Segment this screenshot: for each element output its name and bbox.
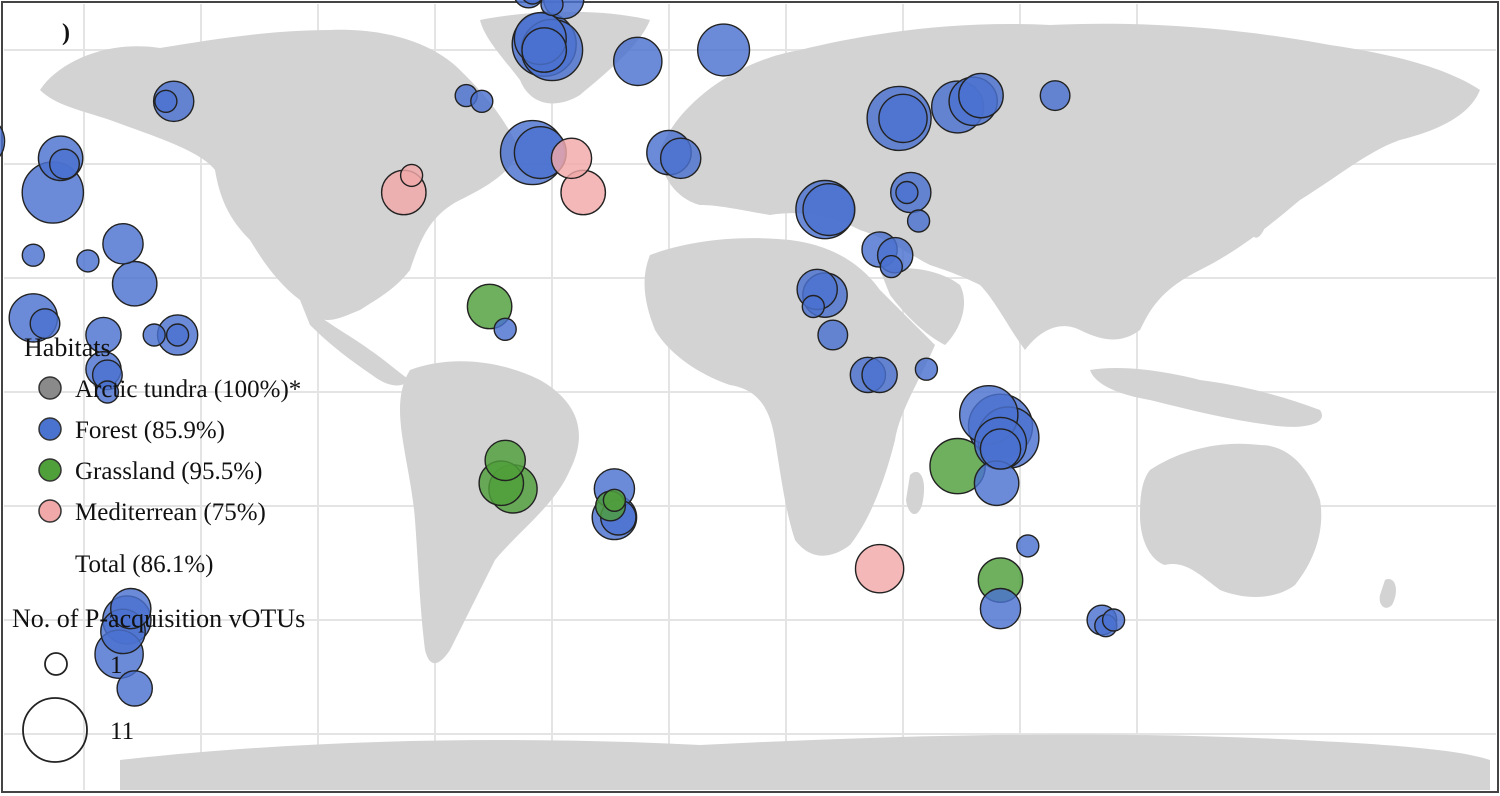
land-japan: [1250, 189, 1269, 238]
site-point-forest: [110, 587, 152, 630]
site-point-grassland: [484, 439, 527, 482]
legend-swatch-mediterrean: [38, 499, 62, 523]
site-point-forest: [1016, 534, 1040, 558]
site-point-forest: [613, 36, 663, 87]
site-point-mediterrean: [550, 137, 593, 180]
site-point-forest: [801, 294, 825, 319]
land-se-asia-islands: [1090, 368, 1322, 427]
legend-item-arctic-tundra: Arctic tundra (100%)*: [38, 376, 301, 403]
land-antarctica: [120, 734, 1490, 790]
legend-swatch-forest: [38, 417, 62, 441]
site-point-forest: [76, 249, 100, 273]
site-point-forest: [1039, 80, 1071, 112]
site-point-forest: [906, 209, 931, 233]
legend-item-grassland: Grassland (95.5%): [38, 458, 262, 485]
legend-size-label-1: 1: [110, 652, 123, 679]
site-point-forest: [493, 317, 517, 341]
site-points: [0, 0, 1126, 707]
site-point-forest: [102, 222, 144, 265]
legend-label-arctic-tundra: Arctic tundra (100%)*: [75, 376, 301, 403]
land-central-america: [300, 300, 410, 386]
site-point-grassland: [602, 488, 627, 512]
site-point-forest: [895, 180, 919, 205]
site-point-forest: [696, 23, 751, 77]
legend-label-grassland: Grassland (95.5%): [75, 458, 262, 485]
site-point-forest: [979, 428, 1022, 470]
legend-item-mediterrean: Mediterrean (75%): [38, 499, 266, 526]
site-point-forest: [914, 357, 939, 381]
site-point-forest: [879, 254, 903, 279]
site-point-forest: [958, 72, 1004, 119]
legend-habitats-title: Habitats: [24, 333, 111, 362]
site-point-forest: [470, 89, 494, 114]
site-point-forest: [95, 380, 120, 404]
site-point-forest: [540, 0, 564, 17]
site-point-forest: [523, 0, 542, 5]
legend-size-circle-1: [44, 652, 68, 676]
land-africa: [644, 238, 935, 556]
site-point-forest: [154, 89, 178, 114]
legend-size-label-11: 11: [110, 718, 134, 745]
site-point-forest: [521, 27, 568, 73]
site-point-forest: [1101, 608, 1126, 632]
site-point-grassland: [466, 283, 513, 330]
legend-swatch-arctic-tundra: [38, 376, 62, 400]
site-point-forest: [861, 356, 898, 394]
site-point-forest: [165, 323, 190, 347]
site-point-forest: [0, 125, 6, 158]
site-point-forest: [878, 93, 928, 144]
land-south-america: [400, 361, 579, 664]
land-madagascar: [906, 471, 925, 515]
land-australia: [1140, 443, 1322, 597]
site-point-forest: [659, 137, 702, 180]
land-uk: [733, 139, 750, 170]
legend-size-title: No. of P-acquisition vOTUs: [12, 604, 305, 633]
land-eurasia: [660, 23, 1480, 351]
site-point-mediterrean: [854, 543, 905, 594]
site-point-forest: [142, 323, 166, 347]
land-arabia: [880, 268, 965, 345]
legend-total-label: Total (86.1%): [75, 551, 214, 578]
legend-size-circle-11: [22, 697, 88, 763]
site-point-forest: [21, 243, 45, 267]
site-point-forest: [817, 319, 849, 351]
legend-label-mediterrean: Mediterrean (75%): [75, 499, 266, 526]
legend-swatch-grassland: [38, 458, 62, 482]
site-point-forest: [111, 260, 158, 307]
site-point-forest: [116, 670, 153, 707]
land-new-zealand: [1379, 579, 1396, 608]
site-point-forest: [802, 183, 856, 237]
legend: Habitats Arctic tundra (100%)* Forest (8…: [12, 333, 305, 763]
legend-label-forest: Forest (85.9%): [75, 417, 225, 444]
site-point-forest: [29, 308, 61, 340]
site-point-forest: [49, 148, 81, 180]
site-point-forest: [979, 587, 1022, 630]
panel-mark: ): [62, 20, 70, 46]
legend-item-forest: Forest (85.9%): [38, 417, 225, 444]
site-point-mediterrean: [399, 163, 424, 188]
